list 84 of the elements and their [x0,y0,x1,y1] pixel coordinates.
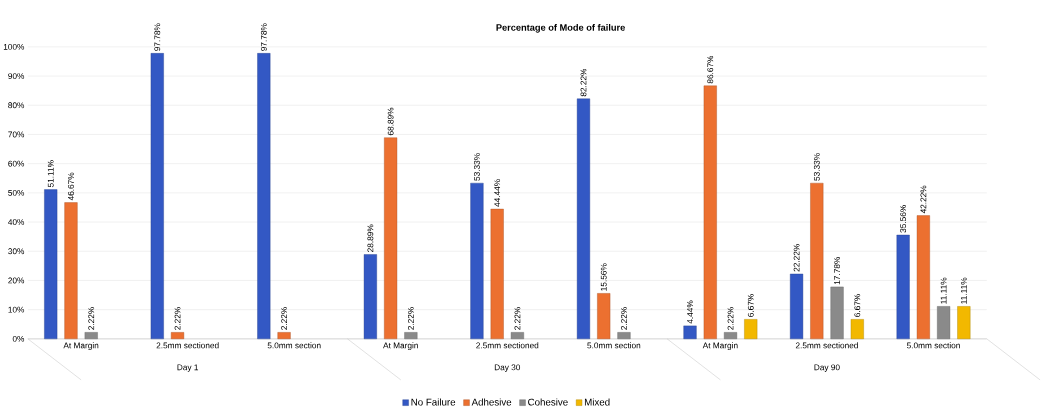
data-label: 2.22% [174,307,181,330]
data-label: 28.89% [367,224,374,252]
x-tick-label: 5.0mm section [587,342,641,349]
bar [703,85,717,340]
y-tick-label: 90% [8,73,25,79]
x-tick-label: 5.0mm section [267,342,321,349]
bar [744,319,758,340]
bar [790,273,804,340]
bar [617,332,631,340]
y-tick-label: 10% [8,306,25,313]
x-tick-label: At Margin [702,342,738,350]
bar [84,332,98,340]
bar [470,182,484,340]
y-tick-label: 100% [3,43,25,50]
bar [64,202,78,340]
data-label: 68.89% [387,107,394,136]
bar [683,325,697,340]
x-tick-label: At Margin [63,342,99,350]
bar [850,319,864,340]
bar [937,306,951,340]
data-label: 2.22% [727,307,734,330]
data-label: 11.11% [960,277,967,304]
bar [404,332,418,340]
data-label: 53.33% [813,153,820,181]
y-tick-label: 60% [8,160,25,167]
legend-label: Mixed [584,398,610,406]
data-label: 97.78% [154,23,161,51]
legend-label: Adhesive [471,398,512,406]
y-tick-label: 40% [8,219,25,225]
bar [957,306,971,340]
y-tick-label: 70% [8,131,25,138]
bar [896,234,910,340]
bar [830,286,844,340]
chart-title: Percentage of Mode of failure [496,23,625,33]
x-tick-label: 2.5mm sectioned [156,342,219,349]
data-label: 53.33% [474,153,480,181]
text: Day 90 [814,364,840,372]
y-tick-label: 30% [8,248,25,255]
data-label: 2.22% [88,307,95,330]
data-label: 42.22% [920,185,927,214]
bar [576,98,591,340]
data-label: 2.22% [281,307,287,330]
bar [150,53,164,340]
legend-label: Cohesive [528,398,568,406]
data-label: 6.67% [854,294,861,317]
data-label: 46.67% [68,172,74,201]
data-label: 44.44% [494,179,501,207]
bar [384,137,398,340]
text: Day 30 [494,364,521,372]
data-label: 35.56% [900,205,907,233]
x-tick-label: 5.0mm section [906,342,960,349]
x-tick-label: 2.5mm sectioned [476,342,539,349]
data-label: 2.22% [621,307,627,330]
y-tick-label: 20% [8,277,25,284]
legend-label: No Failure [411,398,456,406]
data-label: 11.11% [940,277,947,304]
bar [916,215,930,340]
data-label: 82.22% [580,68,587,97]
data-label: 97.78% [260,23,267,51]
bar [257,53,271,340]
data-label: 86.67% [707,55,714,84]
x-tick-label: At Margin [383,342,418,350]
text: Day 1 [177,364,199,372]
bar [363,254,377,340]
data-label: 4.44% [687,300,693,324]
bar [170,332,185,340]
data-label: 17.78% [834,257,840,285]
bar [510,332,524,340]
y-tick-label: 50% [8,189,25,196]
y-tick-label: 80% [8,102,25,109]
data-label: 22.22% [793,244,800,272]
bar [597,293,611,340]
bar [277,332,291,340]
data-label: 15.56% [600,263,607,291]
data-label: 2.22% [407,307,414,330]
bar [810,182,824,340]
y-tick-label: 0% [12,335,25,342]
bar [44,189,58,340]
data-label: 6.67% [747,294,754,317]
x-tick-label: 2.5mm sectioned [795,342,858,349]
data-label: 2.22% [514,307,521,330]
bar [723,332,738,340]
bar [490,208,504,340]
data-label: 51.11% [47,160,54,188]
